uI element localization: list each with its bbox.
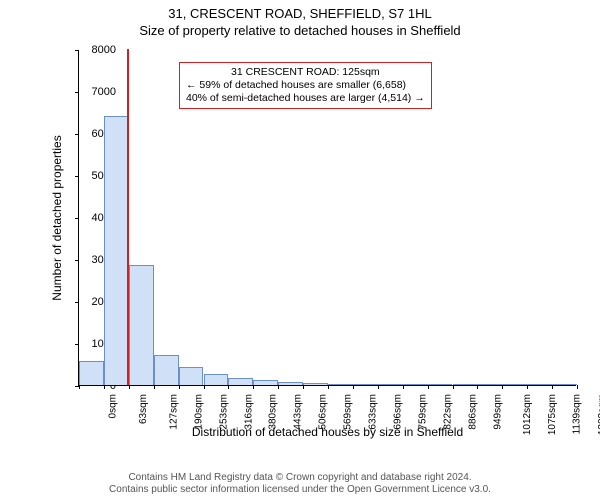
x-tick-label: 127sqm (168, 394, 179, 430)
histogram-bar (179, 367, 204, 385)
histogram-bar (403, 384, 428, 385)
histogram-bar (552, 384, 577, 385)
x-tick-label: 759sqm (417, 394, 428, 430)
x-tick-label: 443sqm (293, 394, 304, 430)
x-tick-label: 506sqm (318, 394, 329, 430)
x-tick-label: 1012sqm (523, 394, 534, 435)
x-tick-mark (303, 385, 304, 389)
x-tick-label: 316sqm (243, 394, 254, 430)
x-tick-label: 886sqm (467, 394, 478, 430)
x-tick-mark (328, 385, 329, 389)
x-tick-mark (179, 385, 180, 389)
legend-line: 40% of semi-detached houses are larger (… (186, 92, 425, 105)
histogram-bar (129, 265, 154, 385)
x-tick-mark (577, 385, 578, 389)
x-tick-label: 0sqm (107, 394, 118, 418)
x-tick-label: 822sqm (442, 394, 453, 430)
histogram-bar (253, 380, 278, 385)
x-tick-mark (453, 385, 454, 389)
x-tick-mark (228, 385, 229, 389)
x-tick-label: 253sqm (218, 394, 229, 430)
plot-area: Number of detached properties Distributi… (78, 50, 576, 386)
x-tick-label: 949sqm (492, 394, 503, 430)
histogram-bar (79, 361, 104, 385)
histogram-bar (154, 355, 179, 385)
x-tick-mark (204, 385, 205, 389)
chart-title-block: 31, CRESCENT ROAD, SHEFFIELD, S7 1HL Siz… (0, 0, 600, 38)
histogram-bar (453, 384, 478, 385)
chart-container: Number of detached properties Distributi… (34, 46, 582, 424)
histogram-bar (204, 374, 229, 385)
x-tick-mark (353, 385, 354, 389)
histogram-bar (278, 382, 303, 385)
x-tick-label: 696sqm (392, 394, 403, 430)
legend-line: 31 CRESCENT ROAD: 125sqm (186, 66, 425, 79)
x-tick-label: 633sqm (368, 394, 379, 430)
x-tick-mark (527, 385, 528, 389)
histogram-bar (303, 383, 328, 385)
legend-box: 31 CRESCENT ROAD: 125sqm← 59% of detache… (179, 62, 432, 109)
x-tick-mark (278, 385, 279, 389)
x-tick-label: 569sqm (343, 394, 354, 430)
histogram-bar (527, 384, 552, 385)
x-tick-label: 1139sqm (572, 394, 583, 434)
histogram-bar (378, 384, 403, 385)
x-tick-label: 380sqm (268, 394, 279, 430)
histogram-bar (228, 378, 253, 385)
property-marker-line (127, 49, 129, 385)
x-tick-mark (502, 385, 503, 389)
x-tick-mark (253, 385, 254, 389)
legend-line: ← 59% of detached houses are smaller (6,… (186, 79, 425, 92)
x-tick-mark (79, 385, 80, 389)
x-tick-mark (403, 385, 404, 389)
x-tick-mark (428, 385, 429, 389)
footer-line-1: Contains HM Land Registry data © Crown c… (0, 472, 600, 484)
x-tick-mark (477, 385, 478, 389)
histogram-bar (428, 384, 453, 385)
y-tick-label: 7000 (76, 86, 116, 98)
y-tick-label: 8000 (76, 44, 116, 56)
x-tick-mark (154, 385, 155, 389)
x-tick-label: 1075sqm (547, 394, 558, 435)
x-tick-mark (378, 385, 379, 389)
x-tick-mark (129, 385, 130, 389)
y-axis-label: Number of detached properties (50, 135, 64, 300)
title-line-2: Size of property relative to detached ho… (0, 23, 600, 38)
histogram-bar (328, 384, 353, 385)
x-tick-mark (104, 385, 105, 389)
histogram-bar (104, 116, 129, 385)
histogram-bar (477, 384, 502, 385)
histogram-bar (502, 384, 527, 385)
x-tick-label: 190sqm (193, 394, 204, 430)
title-line-1: 31, CRESCENT ROAD, SHEFFIELD, S7 1HL (0, 6, 600, 21)
footer-line-2: Contains public sector information licen… (0, 484, 600, 496)
x-tick-label: 63sqm (138, 394, 149, 424)
x-tick-mark (552, 385, 553, 389)
footer-attribution: Contains HM Land Registry data © Crown c… (0, 472, 600, 496)
histogram-bar (353, 384, 378, 385)
